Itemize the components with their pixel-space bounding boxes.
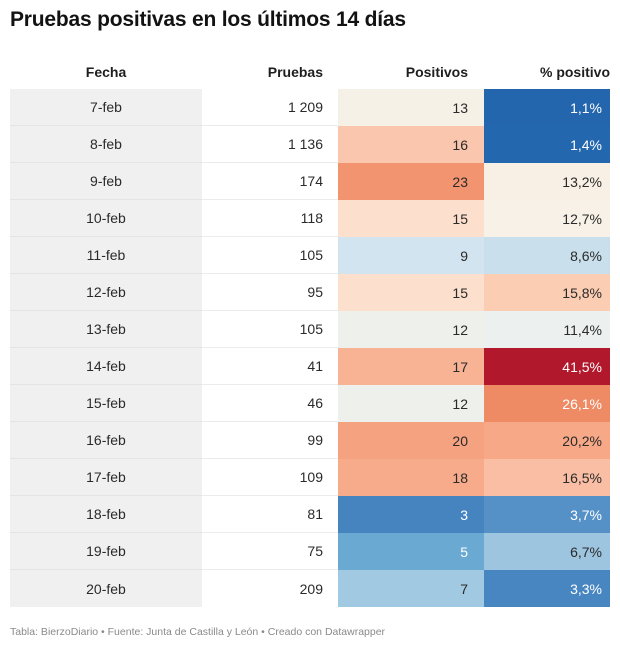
cell-fecha: 7-feb <box>10 89 202 126</box>
table-row: 14-feb 41 17 41,5% <box>10 348 610 385</box>
table-row: 9-feb 174 23 13,2% <box>10 163 610 200</box>
header-pct-positivo[interactable]: % positivo <box>539 63 610 80</box>
cell-pruebas: 1 209 <box>202 89 338 126</box>
table-row: 17-feb 109 18 16,5% <box>10 459 610 496</box>
chart-title: Pruebas positivas en los últimos 14 días <box>10 8 406 31</box>
cell-positivos: 20 <box>338 422 484 459</box>
header-fecha[interactable]: Fecha <box>85 63 127 80</box>
cell-fecha: 14-feb <box>10 348 202 385</box>
table-body: 7-feb 1 209 13 1,1% 8-feb 1 136 16 1,4% 9-feb 174… <box>10 89 610 607</box>
cell-pruebas: 1 136 <box>202 126 338 163</box>
cell-fecha: 10-feb <box>10 200 202 237</box>
table-row: 19-feb 75 5 6,7% <box>10 533 610 570</box>
cell-pruebas: 109 <box>202 459 338 496</box>
cell-pct-positivo: 41,5% <box>484 348 610 385</box>
cell-pct-positivo: 26,1% <box>484 385 610 422</box>
cell-pct-positivo: 8,6% <box>484 237 610 274</box>
cell-pct-positivo: 13,2% <box>484 163 610 200</box>
cell-pruebas: 209 <box>299 580 323 597</box>
table-row: 10-feb 118 15 12,7% <box>10 200 610 237</box>
cell-positivos: 15 <box>338 274 484 311</box>
cell-pruebas: 75 <box>202 533 338 570</box>
cell-pct-positivo: 12,7% <box>484 200 610 237</box>
cell-positivos: 15 <box>338 200 484 237</box>
cell-positivos: 7 <box>338 570 484 607</box>
cell-pct-positivo: 1,4% <box>484 126 610 163</box>
cell-pct-positivo: 3,3% <box>484 570 610 607</box>
cell-positivos: 18 <box>338 459 484 496</box>
cell-pruebas: 46 <box>202 385 338 422</box>
header-pruebas[interactable]: Pruebas <box>267 63 323 80</box>
cell-fecha: 9-feb <box>10 163 202 200</box>
cell-pruebas: 41 <box>202 348 338 385</box>
table-header: Fecha Pruebas Positivos % positivo <box>10 54 610 89</box>
cell-fecha: 16-feb <box>10 422 202 459</box>
cell-pct-positivo: 3,7% <box>484 496 610 533</box>
cell-positivos: 12 <box>338 385 484 422</box>
cell-pruebas: 81 <box>202 496 338 533</box>
cell-positivos: 16 <box>338 126 484 163</box>
cell-fecha: 13-feb <box>10 311 202 348</box>
cell-pruebas: 105 <box>202 311 338 348</box>
table-row: 13-feb 105 12 11,4% <box>10 311 610 348</box>
cell-fecha: 19-feb <box>10 533 202 570</box>
table-row: 8-feb 1 136 16 1,4% <box>10 126 610 163</box>
header-positivos[interactable]: Positivos <box>405 63 468 80</box>
cell-fecha: 12-feb <box>10 274 202 311</box>
cell-fecha: 17-feb <box>10 459 202 496</box>
cell-positivos: 12 <box>338 311 484 348</box>
cell-pruebas: 99 <box>202 422 338 459</box>
source-footer: Tabla: BierzoDiario • Fuente: Junta de C… <box>10 626 386 638</box>
cell-positivos: 9 <box>338 237 484 274</box>
cell-positivos: 13 <box>338 89 484 126</box>
table-row: 18-feb 81 3 3,7% <box>10 496 610 533</box>
table-row: 20-feb 209 7 3,3% <box>10 570 610 607</box>
cell-positivos: 17 <box>338 348 484 385</box>
cell-positivos: 3 <box>338 496 484 533</box>
table-row: 12-feb 95 15 15,8% <box>10 274 610 311</box>
cell-pruebas: 105 <box>202 237 338 274</box>
cell-pct-positivo: 15,8% <box>484 274 610 311</box>
cell-fecha: 11-feb <box>10 237 202 274</box>
cell-pct-positivo: 16,5% <box>484 459 610 496</box>
cell-pruebas: 95 <box>202 274 338 311</box>
cell-pct-positivo: 11,4% <box>484 311 610 348</box>
table-row: 15-feb 46 12 26,1% <box>10 385 610 422</box>
cell-pruebas: 118 <box>202 200 338 237</box>
cell-positivos: 23 <box>338 163 484 200</box>
cell-fecha: 8-feb <box>10 126 202 163</box>
data-table: Fecha Pruebas Positivos % positivo 7-feb… <box>10 54 610 607</box>
cell-fecha: 15-feb <box>10 385 202 422</box>
table-row: 7-feb 1 209 13 1,1% <box>10 89 610 126</box>
cell-positivos: 5 <box>338 533 484 570</box>
cell-pct-positivo: 1,1% <box>484 89 610 126</box>
cell-fecha: 20-feb <box>10 570 202 607</box>
table-row: 16-feb 99 20 20,2% <box>10 422 610 459</box>
cell-pct-positivo: 20,2% <box>484 422 610 459</box>
table-row: 11-feb 105 9 8,6% <box>10 237 610 274</box>
cell-fecha: 18-feb <box>10 496 202 533</box>
cell-pct-positivo: 6,7% <box>484 533 610 570</box>
cell-pruebas: 174 <box>202 163 338 200</box>
